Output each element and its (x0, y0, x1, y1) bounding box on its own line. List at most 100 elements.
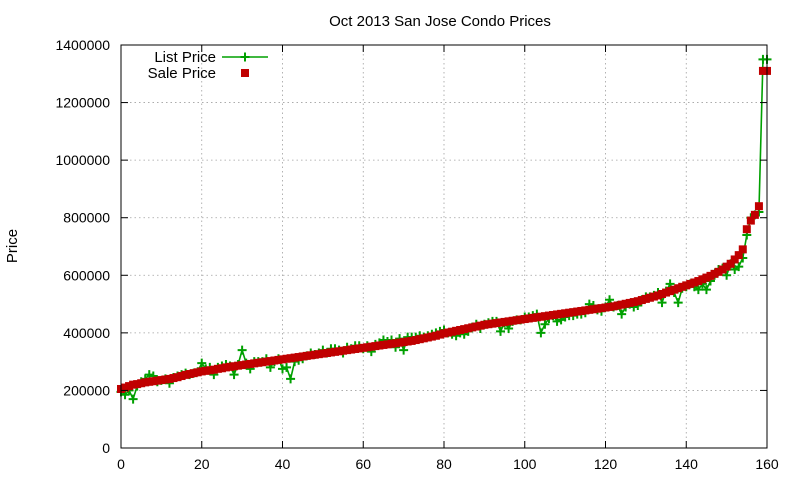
data-point (698, 275, 707, 284)
data-point (657, 298, 667, 308)
data-point (706, 271, 715, 280)
data-point (177, 372, 186, 381)
data-point (193, 368, 202, 377)
x-tick-label: 40 (275, 456, 291, 472)
data-point (464, 324, 473, 333)
data-point (512, 316, 521, 325)
data-point (617, 309, 627, 319)
data-point (335, 347, 344, 356)
data-point (476, 321, 485, 330)
data-point (314, 350, 323, 359)
data-point (701, 285, 711, 295)
data-point (633, 297, 642, 306)
data-point (693, 285, 703, 295)
data-point (609, 302, 618, 311)
data-point (286, 354, 295, 363)
data-point (617, 300, 626, 309)
y-tick-label: 0 (102, 440, 110, 456)
data-point (306, 351, 315, 360)
data-point (282, 362, 292, 372)
data-point (585, 305, 594, 314)
y-tick-label: 200000 (63, 382, 110, 398)
data-point (658, 289, 667, 298)
data-point (351, 344, 360, 353)
data-point (395, 338, 404, 347)
data-point (480, 320, 489, 329)
data-point (209, 365, 218, 374)
data-point (581, 306, 590, 315)
data-point (553, 310, 562, 319)
data-point (189, 369, 198, 378)
data-point (601, 303, 610, 312)
data-point (238, 361, 247, 370)
data-point (508, 316, 517, 325)
data-point (355, 344, 364, 353)
data-point (129, 380, 138, 389)
data-point (488, 319, 497, 328)
data-point (597, 304, 606, 313)
data-point (286, 374, 296, 384)
data-point (197, 358, 207, 368)
data-point (641, 294, 650, 303)
data-point (165, 374, 174, 383)
data-point (456, 325, 465, 334)
data-point (516, 315, 525, 324)
data-point (133, 380, 142, 389)
data-point (637, 296, 646, 305)
data-point (670, 285, 679, 294)
data-point (549, 311, 558, 320)
legend-label: Sale Price (148, 65, 216, 82)
data-point (359, 343, 368, 352)
data-point (213, 364, 222, 373)
data-point (128, 394, 138, 404)
y-tick-label: 1400000 (55, 37, 110, 53)
data-point (217, 364, 226, 373)
data-point (290, 353, 299, 362)
data-point (452, 326, 461, 335)
data-point (403, 337, 412, 346)
data-point (205, 366, 214, 375)
data-point (444, 328, 453, 337)
x-tick-label: 140 (675, 456, 699, 472)
data-point (221, 363, 230, 372)
data-point (435, 330, 444, 339)
data-point (722, 270, 732, 280)
data-point (250, 359, 259, 368)
data-point (258, 358, 267, 367)
data-point (754, 202, 763, 211)
data-point (504, 324, 514, 334)
data-point (722, 262, 731, 271)
data-point (399, 345, 409, 355)
data-point (229, 370, 239, 380)
data-point (544, 311, 553, 320)
data-point (710, 269, 719, 278)
data-point (718, 265, 727, 274)
data-point (407, 336, 416, 345)
data-point (629, 298, 638, 307)
data-point (197, 367, 206, 376)
data-point (673, 298, 683, 308)
data-point (569, 308, 578, 317)
data-point (302, 351, 311, 360)
data-point (411, 336, 420, 345)
data-point (702, 273, 711, 282)
data-point (613, 301, 622, 310)
data-point (270, 356, 279, 365)
data-point (460, 325, 469, 334)
data-point (121, 383, 130, 392)
data-point (653, 291, 662, 300)
y-tick-label: 600000 (63, 267, 110, 283)
data-point (565, 308, 574, 317)
legend-marker (240, 52, 250, 62)
data-point (593, 304, 602, 313)
data-point (326, 348, 335, 357)
data-point (536, 328, 546, 338)
y-tick-label: 1200000 (55, 95, 110, 111)
data-point (605, 302, 614, 311)
data-point (391, 339, 400, 348)
data-point (573, 307, 582, 316)
data-point (169, 374, 178, 383)
data-point (399, 338, 408, 347)
